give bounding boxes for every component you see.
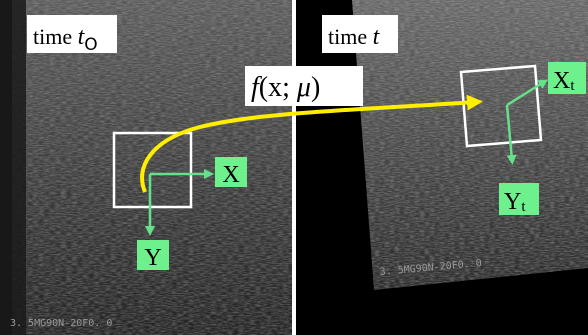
left-time-label-box	[27, 15, 117, 53]
panel-divider	[292, 0, 296, 335]
left-time-label: time tO	[33, 24, 98, 55]
left-y-label: Y	[144, 245, 161, 271]
right-panel: 3. 5MG90N-20F0. 0	[296, 0, 588, 335]
transform-label: f(x; μ)	[251, 72, 320, 103]
left-watermark: 3. 5MG90N-20F0. 0	[10, 318, 112, 329]
right-x-axis-arrow	[506, 79, 549, 107]
right-roi-box	[459, 64, 543, 148]
left-roi-box	[112, 131, 193, 209]
left-y-label-box	[137, 240, 169, 270]
right-time-label-box	[322, 15, 398, 53]
left-x-label-box	[215, 157, 247, 187]
left-x-label: X	[222, 162, 239, 188]
warp-arrow	[140, 94, 483, 193]
right-x-label: Xt	[553, 68, 575, 94]
right-y-label-box	[499, 183, 539, 215]
right-time-label: time t	[328, 24, 381, 50]
right-y-label: Yt	[504, 189, 526, 215]
right-x-label-box	[548, 62, 586, 94]
right-y-axis-arrow	[505, 104, 517, 165]
transform-label-box	[245, 66, 363, 106]
